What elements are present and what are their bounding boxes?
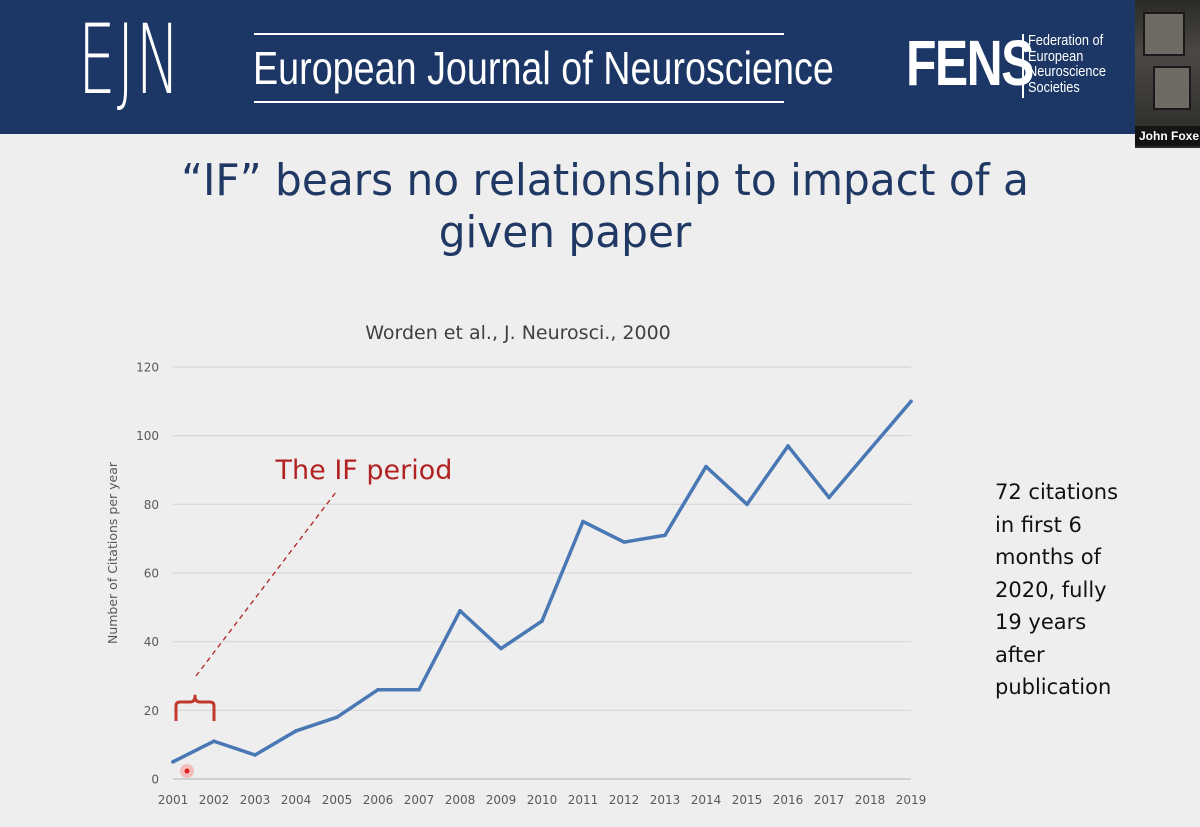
data-point <box>458 608 462 613</box>
x-axis-ticks: 2001 2002 2003 2004 2005 2006 2007 2008 2009 2010… <box>158 793 927 807</box>
cursor-dot <box>184 768 190 774</box>
title-rule-bottom <box>254 101 784 103</box>
x-tick-label: 2004 <box>281 793 312 807</box>
y-tick-label: 100 <box>136 429 159 443</box>
fens-name-line: Neuroscience <box>1028 63 1106 80</box>
data-point <box>417 687 421 692</box>
gridlines <box>173 366 911 780</box>
data-point <box>663 533 667 538</box>
fens-name-line: Societies <box>1028 78 1080 96</box>
data-point <box>581 519 585 524</box>
data-point <box>745 502 749 507</box>
x-tick-label: 2012 <box>609 793 640 807</box>
fens-name-line: Federation of <box>1028 32 1104 49</box>
annotation-label: The IF period <box>275 455 453 486</box>
data-point <box>376 687 380 692</box>
y-tick-label: 80 <box>144 498 159 512</box>
x-tick-label: 2009 <box>486 793 517 807</box>
x-tick-label: 2019 <box>896 793 927 807</box>
side-note-line: in first 6 <box>995 512 1082 537</box>
y-tick-label: 0 <box>151 773 159 787</box>
chart-title: Worden et al., J. Neurosci., 2000 <box>365 322 671 344</box>
side-note: 72 citations in first 6 months of 2020, … <box>995 476 1145 704</box>
x-tick-label: 2011 <box>568 793 599 807</box>
participant-video[interactable] <box>1135 0 1200 148</box>
x-tick-label: 2007 <box>404 793 435 807</box>
fens-name-line: European <box>1028 47 1084 65</box>
x-tick-label: 2013 <box>650 793 681 807</box>
data-point <box>335 715 339 719</box>
side-note-line: after <box>995 642 1045 667</box>
x-tick-label: 2006 <box>363 793 394 807</box>
if-period-bracket <box>174 694 216 721</box>
slide-title: “IF” bears no relationship to impact of … <box>40 155 1090 259</box>
y-tick-label: 40 <box>144 635 159 649</box>
data-point <box>704 464 708 469</box>
fens-full-name: Federation of European Neuroscience Soci… <box>1028 33 1148 95</box>
side-note-line: 72 citations <box>995 480 1119 504</box>
x-tick-label: 2017 <box>814 793 845 807</box>
ejn-logo: EJN <box>78 4 182 116</box>
slide-title-line: “IF” bears no relationship to impact of … <box>181 155 1029 206</box>
fens-separator <box>1022 34 1024 98</box>
side-note-line: months of <box>995 545 1102 569</box>
y-tick-label: 120 <box>136 361 159 375</box>
fens-logo: FENS <box>906 27 1034 99</box>
data-point <box>294 729 298 733</box>
journal-title: European Journal of Neuroscience <box>253 42 834 94</box>
x-tick-label: 2015 <box>732 793 763 807</box>
data-point <box>827 495 831 500</box>
y-tick-label: 60 <box>144 567 159 581</box>
title-rule-top <box>254 33 784 35</box>
journal-banner: EJN European Journal of Neuroscience FEN… <box>0 0 1135 134</box>
x-tick-label: 2018 <box>855 793 886 807</box>
data-point <box>540 619 544 623</box>
video-background-frame <box>1143 12 1185 56</box>
data-point <box>786 444 790 448</box>
x-tick-label: 2003 <box>240 793 271 807</box>
slide-title-line: given paper <box>438 207 692 258</box>
data-point <box>212 739 216 744</box>
data-point <box>253 753 257 757</box>
side-note-line: 19 years <box>995 610 1087 634</box>
data-point <box>868 447 872 452</box>
y-axis-ticks: 0 20 40 60 80 100 120 <box>136 361 159 787</box>
data-point <box>171 760 175 764</box>
side-note-line: publication <box>995 675 1112 699</box>
x-tick-label: 2001 <box>158 793 189 807</box>
video-background-frame <box>1153 66 1191 110</box>
annotation-pointer <box>195 491 337 677</box>
participant-name: John Foxe <box>1135 126 1200 146</box>
x-tick-label: 2002 <box>199 793 230 807</box>
data-point <box>909 399 913 404</box>
x-tick-label: 2016 <box>773 793 804 807</box>
data-point <box>622 540 626 544</box>
x-tick-label: 2005 <box>322 793 353 807</box>
side-note-line: 2020, fully <box>995 577 1107 602</box>
y-tick-label: 20 <box>144 704 159 718</box>
x-tick-label: 2008 <box>445 793 476 807</box>
x-tick-label: 2014 <box>691 793 722 807</box>
x-tick-label: 2010 <box>527 793 558 807</box>
y-axis-label: Number of Citations per year <box>105 461 120 644</box>
series-points <box>171 399 913 764</box>
data-point <box>499 646 503 651</box>
